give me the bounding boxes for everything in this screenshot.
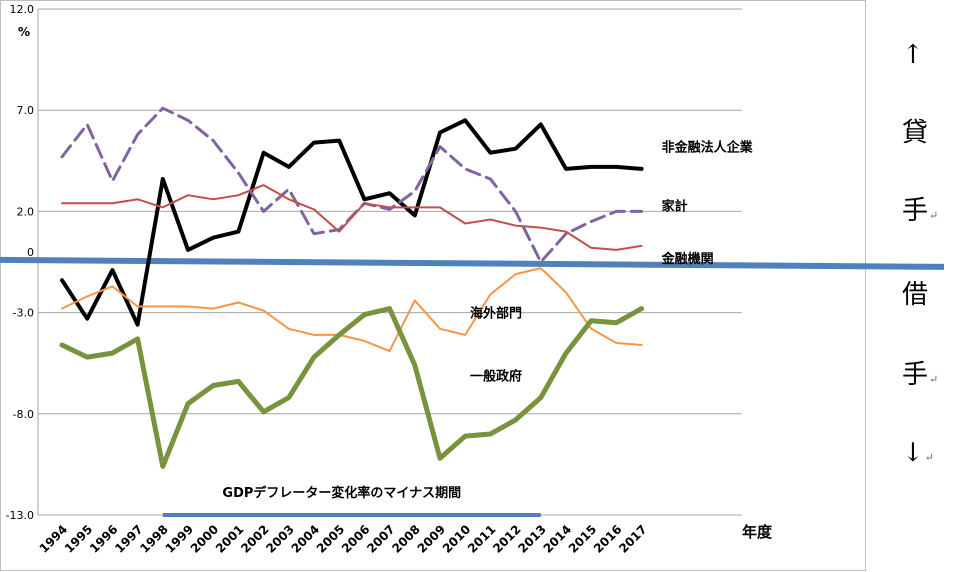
series-line (61, 184, 643, 251)
borrower-label-2: 手↵ (902, 360, 939, 390)
y-tick-label: -3.0 (13, 307, 34, 320)
return-mark-icon: ↵ (929, 209, 939, 222)
y-tick-labels: 12.0 7.0 2.0 0 -3.0 -8.0 -13.0 (6, 3, 34, 522)
series-line (61, 267, 643, 353)
y-tick-label: 12.0 (10, 3, 35, 16)
series-label: 海外部門 (470, 306, 522, 322)
borrower-label-1: 借 (902, 280, 929, 310)
zero-line (0, 256, 945, 270)
y-tick-label: 7.0 (17, 104, 35, 117)
y-unit-label: % (18, 25, 30, 39)
y-tick-label: 0 (27, 246, 34, 259)
y-tick-label: -8.0 (13, 408, 34, 421)
series-lines (59, 106, 645, 469)
return-mark-icon: ↵ (929, 373, 939, 386)
series-label: 家計 (662, 198, 688, 214)
series-line (59, 306, 645, 469)
y-tick-label: -13.0 (6, 509, 34, 522)
chart-frame (0, 0, 866, 571)
series-line (60, 118, 644, 327)
up-arrow-icon: ↑ (902, 40, 924, 70)
return-mark-icon: ↵ (924, 451, 935, 464)
x-axis-label: 年度 (742, 523, 773, 541)
series-label: 非金融法人企業 (662, 140, 754, 156)
y-tick-label: 2.0 (17, 205, 35, 218)
deflation-label: GDPデフレーター変化率のマイナス期間 (222, 485, 461, 501)
lender-label-2: 手↵ (902, 196, 939, 226)
down-arrow-icon: ↓↵ (902, 438, 935, 468)
series-label: 金融機関 (661, 251, 714, 267)
lender-label-1: 貸 (902, 118, 929, 148)
series-label: 一般政府 (470, 368, 522, 384)
zero-axis-line (0, 256, 945, 270)
deflation-period-bar: GDPデフレーター変化率のマイナス期間 (162, 485, 541, 517)
